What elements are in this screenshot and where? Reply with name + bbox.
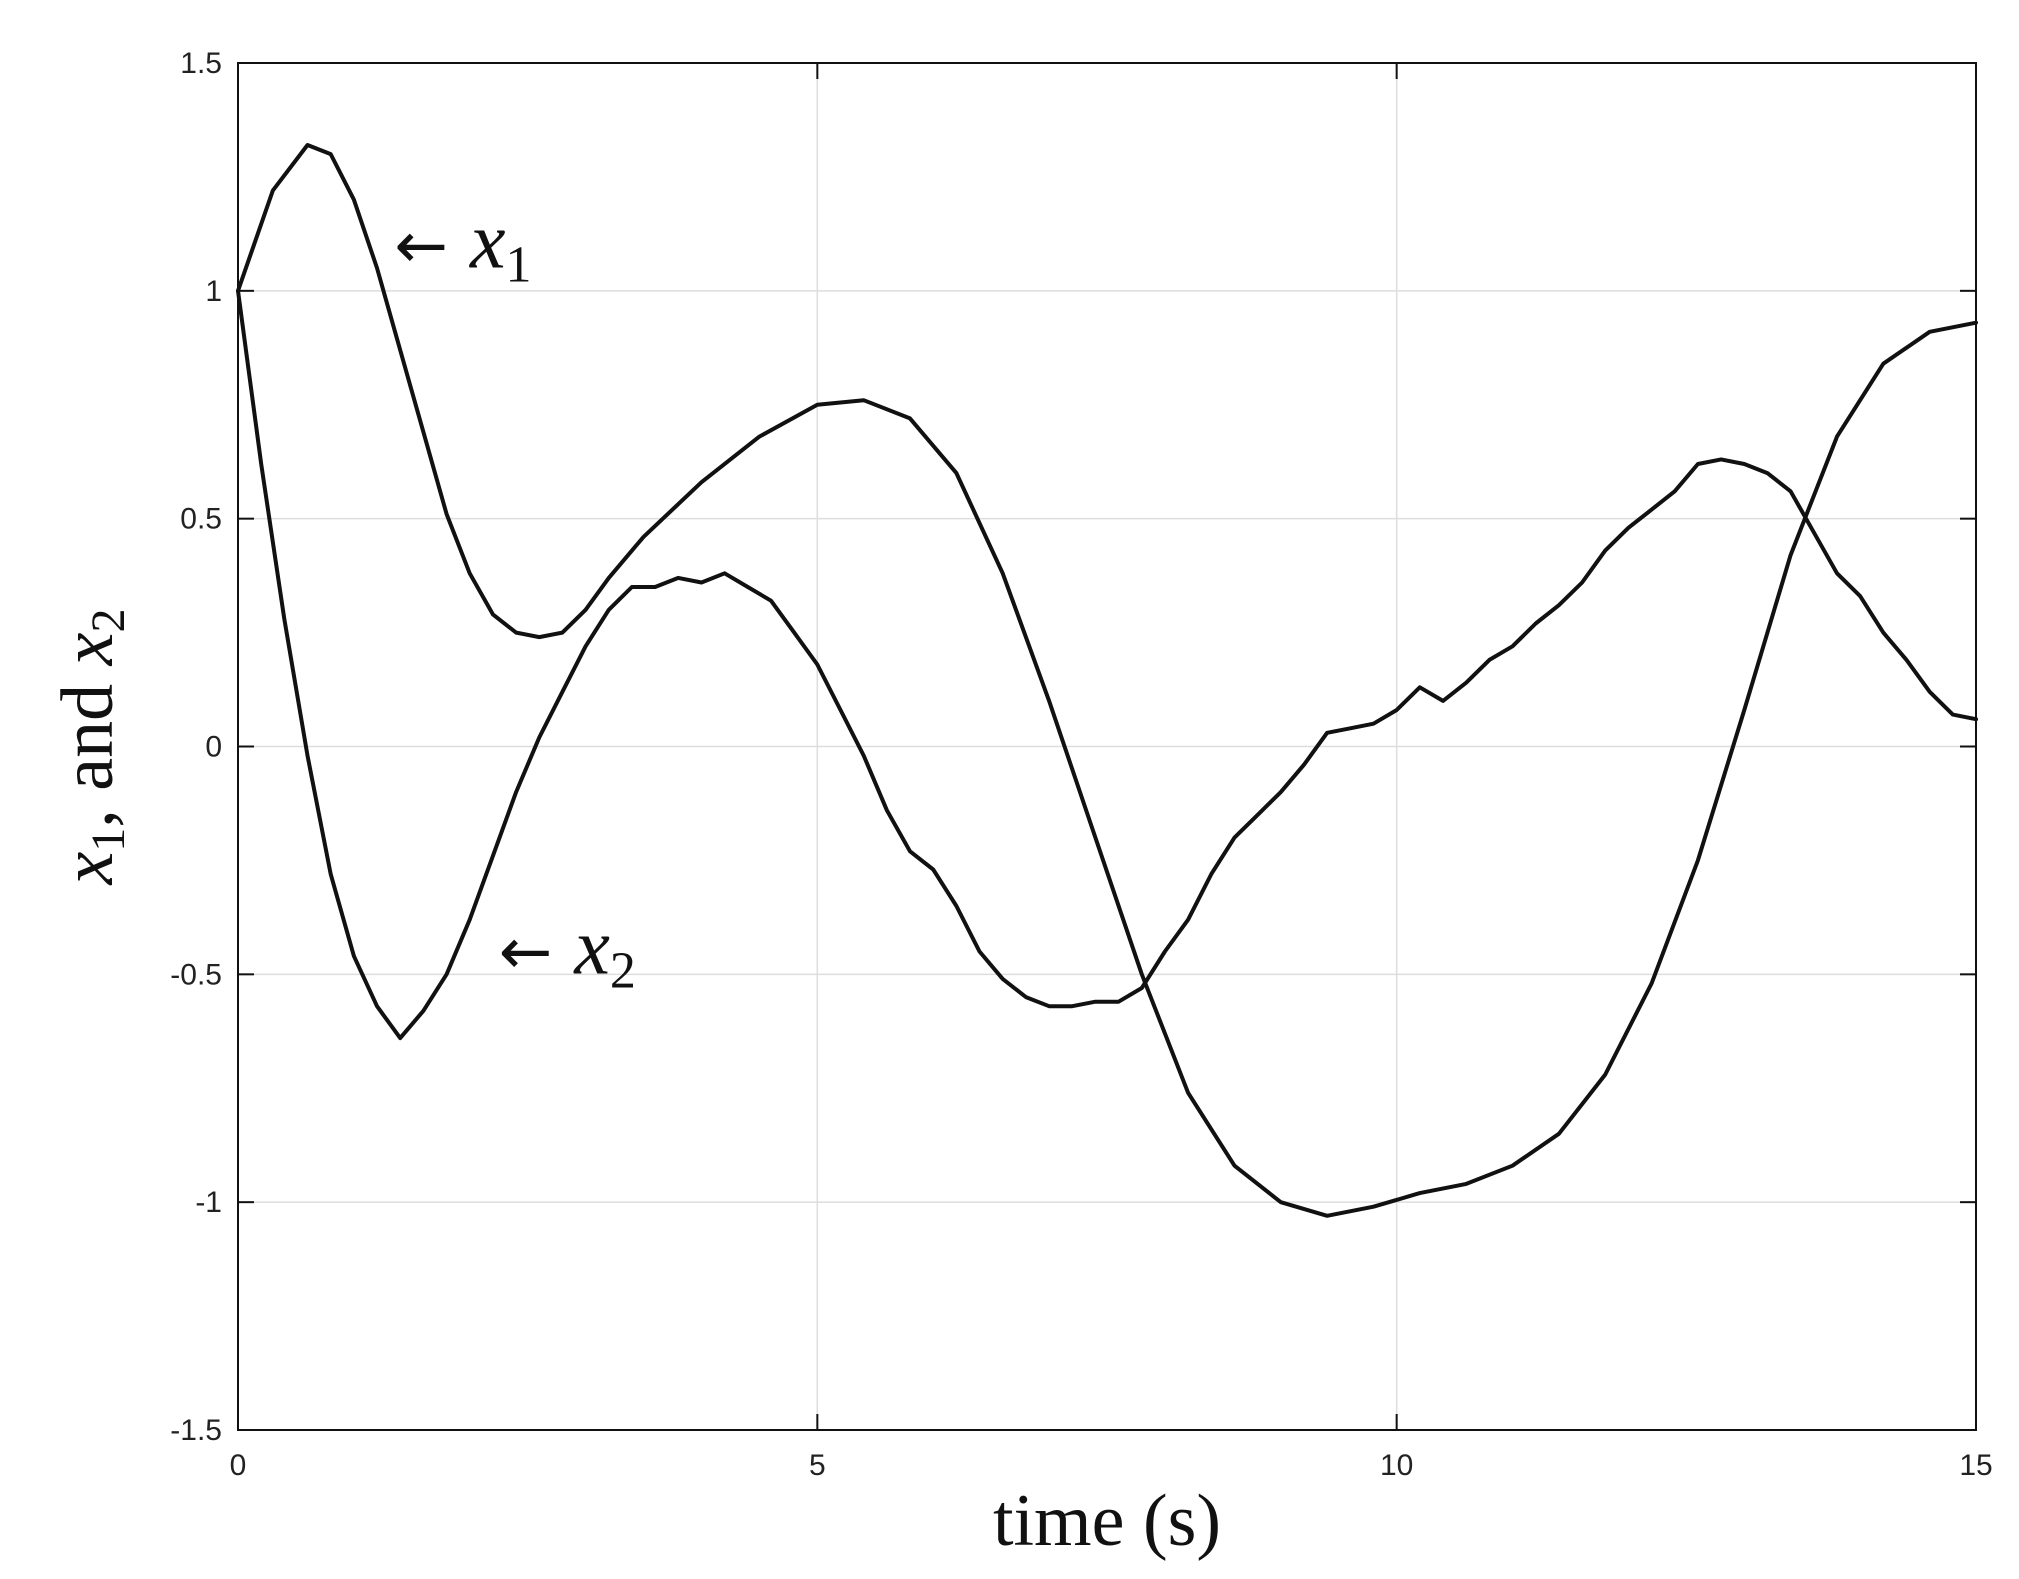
arrow-left-icon: ← xyxy=(499,916,553,990)
annotation-var: x xyxy=(469,197,506,285)
y-tick-label: 1.5 xyxy=(180,47,222,80)
series-line-x1 xyxy=(236,143,1978,1218)
y-tick-label: -1.5 xyxy=(170,1414,222,1447)
annotation-x2: ← x2 xyxy=(499,904,636,1000)
annotation-var: x xyxy=(573,904,610,992)
annotation-label-x2: ← x2 xyxy=(499,904,636,1000)
annotation-sub: 1 xyxy=(506,236,532,293)
y-axis-label-var2: x xyxy=(47,632,129,666)
y-tick-label: 1 xyxy=(205,275,222,308)
annotation-sub: 2 xyxy=(610,943,636,1000)
y-axis-label-sub1: 1 xyxy=(82,828,135,852)
x-tick-label: 10 xyxy=(1380,1449,1413,1482)
axis-ticks: 0 5 10 15 -1.5 -1 -0.5 0 0.5 1 1.5 xyxy=(170,47,1992,1482)
y-axis-label-var1: x xyxy=(47,852,129,886)
y-axis-label-sub2: 2 xyxy=(82,608,135,632)
arrow-left-icon: ← xyxy=(394,209,448,283)
y-tick-label: -1 xyxy=(195,1186,222,1219)
annotations: ← x1← x2 xyxy=(394,197,635,999)
annotation-label-x1: ← x1 xyxy=(394,197,531,293)
y-axis-label: x1, and x2 xyxy=(47,608,135,885)
x-tick-label: 5 xyxy=(809,1449,826,1482)
y-tick-label: 0 xyxy=(205,731,222,764)
x-tick-label: 15 xyxy=(1959,1449,1992,1482)
y-axis-label-sep: , and xyxy=(47,665,129,827)
annotation-x1: ← x1 xyxy=(394,197,531,293)
series-layer xyxy=(236,143,1978,1218)
x-axis-label: time (s) xyxy=(993,1480,1221,1562)
y-tick-label: -0.5 xyxy=(170,958,222,991)
y-tick-label: 0.5 xyxy=(180,503,222,536)
series-line-x2 xyxy=(236,288,1978,1041)
x-tick-label: 0 xyxy=(230,1449,247,1482)
